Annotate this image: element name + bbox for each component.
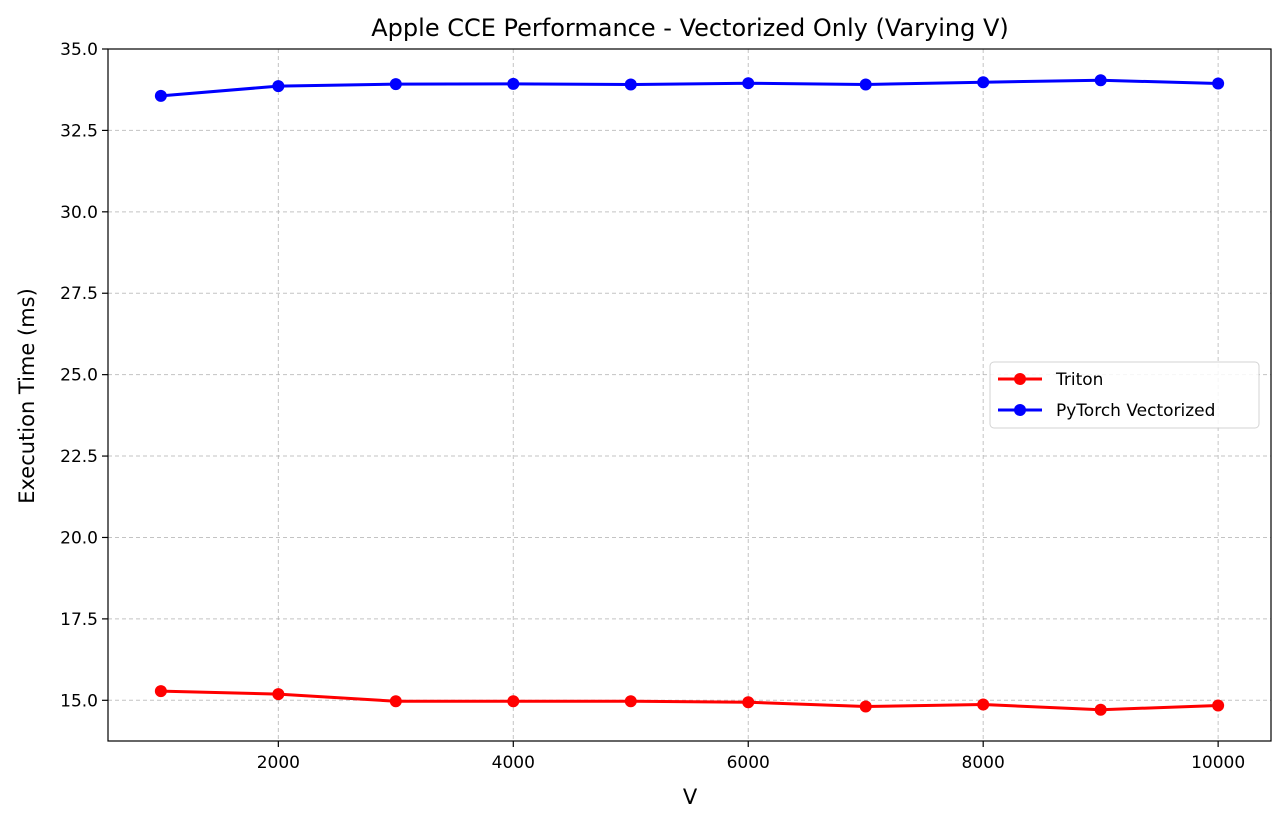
data-point-pytorch-vectorized (742, 77, 755, 90)
y-tick-label: 17.5 (60, 610, 98, 630)
chart-title: Apple CCE Performance - Vectorized Only … (371, 14, 1008, 42)
y-axis-ticks: 15.0 17.5 20.0 22.5 25.0 27.5 30.0 32.5 35.0 (60, 40, 108, 711)
series-triton (154, 685, 1225, 716)
series-line-triton (159, 689, 1220, 712)
x-axis-ticks: 2000 4000 6000 8000 10000 (257, 741, 1245, 773)
legend-label-pytorch-vectorized: PyTorch Vectorized (1056, 401, 1215, 421)
data-point-triton (742, 696, 755, 709)
data-point-pytorch-vectorized (977, 76, 990, 89)
data-point-pytorch-vectorized (507, 77, 520, 90)
y-tick-label: 32.5 (60, 121, 98, 141)
data-point-triton (507, 695, 520, 708)
legend-marker-pytorch-vectorized (1014, 404, 1026, 416)
legend-item-pytorch-vectorized: PyTorch Vectorized (998, 401, 1215, 421)
data-point-pytorch-vectorized (859, 78, 872, 91)
series-layer (154, 74, 1225, 716)
series-line-pytorch-vectorized (159, 78, 1220, 98)
x-tick-label: 4000 (492, 753, 535, 773)
x-tick-label: 8000 (962, 753, 1005, 773)
data-point-triton (389, 695, 402, 708)
data-point-triton (859, 700, 872, 713)
data-point-triton (624, 695, 637, 708)
y-tick-label: 20.0 (60, 528, 98, 548)
data-point-pytorch-vectorized (389, 78, 402, 91)
y-axis-label: Execution Time (ms) (15, 288, 39, 504)
data-point-triton (1094, 703, 1107, 716)
data-point-triton (154, 685, 167, 698)
y-tick-label: 30.0 (60, 203, 98, 223)
data-point-triton (272, 688, 285, 701)
legend-marker-triton (1014, 373, 1026, 385)
data-point-triton (1212, 699, 1225, 712)
x-tick-label: 10000 (1191, 753, 1245, 773)
legend-label-triton: Triton (1055, 370, 1103, 390)
data-point-pytorch-vectorized (154, 89, 167, 102)
legend-item-triton: Triton (998, 370, 1103, 390)
series-pytorch-vectorized (154, 74, 1225, 102)
legend-box (989, 361, 1260, 429)
data-point-pytorch-vectorized (1094, 74, 1107, 87)
y-tick-label: 27.5 (60, 284, 98, 304)
data-point-pytorch-vectorized (1212, 77, 1225, 90)
y-tick-label: 22.5 (60, 447, 98, 467)
legend: Triton PyTorch Vectorized (989, 361, 1260, 429)
y-tick-label: 35.0 (60, 40, 98, 60)
x-tick-label: 2000 (257, 753, 300, 773)
x-tick-label: 6000 (727, 753, 770, 773)
data-point-triton (977, 698, 990, 711)
data-point-pytorch-vectorized (272, 80, 285, 93)
y-tick-label: 15.0 (60, 691, 98, 711)
data-point-pytorch-vectorized (624, 78, 637, 91)
y-tick-label: 25.0 (60, 366, 98, 386)
plot-area-frame (107, 48, 1272, 742)
x-axis-label: V (683, 785, 698, 809)
